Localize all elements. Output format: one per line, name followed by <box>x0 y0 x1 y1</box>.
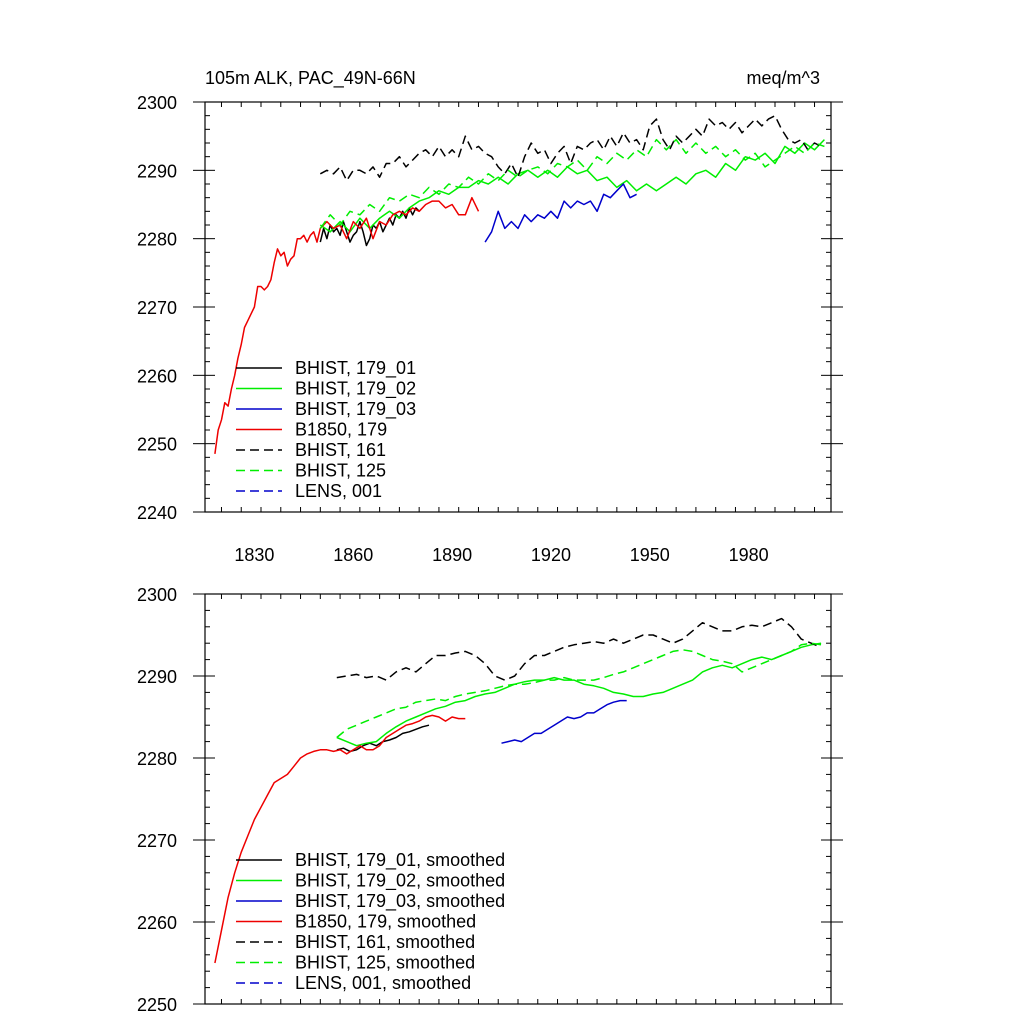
chart-title: 105m ALK, PAC_49N-66N <box>205 68 416 89</box>
legend-label: BHIST, 179_02 <box>295 379 416 400</box>
y-tick-label: 2300 <box>137 93 177 113</box>
legend-label: BHIST, 179_01 <box>295 358 416 379</box>
y-tick-label: 2260 <box>137 913 177 933</box>
y-tick-label: 2240 <box>137 503 177 523</box>
series-line <box>319 139 825 233</box>
legend-label: BHIST, 179_03 <box>295 399 416 420</box>
y-tick-label: 2270 <box>137 831 177 851</box>
y-tick-label: 2290 <box>137 161 177 181</box>
y-tick-label: 2250 <box>137 435 177 455</box>
y-tick-label: 2290 <box>137 667 177 687</box>
series-line <box>336 642 822 739</box>
series-line <box>501 699 627 744</box>
series-line <box>336 642 822 747</box>
series-line <box>319 138 825 229</box>
x-tick-label: 1920 <box>531 545 571 565</box>
units-label: meq/m^3 <box>747 68 820 88</box>
panel-top: 1830 1860 1890 1920 1950 1980 2240 2250 2260 2270… <box>137 93 843 565</box>
legend-label: LENS, 001, smoothed <box>295 973 471 993</box>
legend-label: BHIST, 179_02, smoothed <box>295 871 505 892</box>
legend-label: BHIST, 179_03, smoothed <box>295 891 505 912</box>
y-tick-label: 2250 <box>137 995 177 1015</box>
x-tick-label: 1980 <box>729 545 769 565</box>
legend-label: BHIST, 161, smoothed <box>295 932 475 952</box>
panel-bottom: 2250 2260 2270 2280 2290 2300 BHIST, 179_01, s… <box>137 585 843 1015</box>
y-tick-label: 2270 <box>137 298 177 318</box>
series-line <box>336 724 430 753</box>
series-line <box>319 207 420 247</box>
legend-label: BHIST, 179_01, smoothed <box>295 850 505 871</box>
legend-label: LENS, 001 <box>295 481 382 501</box>
series-line <box>214 196 480 455</box>
x-tick-label: 1860 <box>333 545 373 565</box>
legend-label: B1850, 179 <box>295 420 387 440</box>
legend-label: BHIST, 125 <box>295 461 386 481</box>
y-tick-label: 2280 <box>137 230 177 250</box>
y-tick-label: 2300 <box>137 585 177 605</box>
series-line <box>214 714 466 964</box>
series-line <box>319 114 822 182</box>
x-tick-label: 1830 <box>234 545 274 565</box>
y-tick-label: 2280 <box>137 749 177 769</box>
legend-label: BHIST, 161 <box>295 440 386 460</box>
series-line <box>484 183 637 243</box>
legend-label: B1850, 179, smoothed <box>295 912 476 932</box>
legend-label: BHIST, 125, smoothed <box>295 953 475 973</box>
x-tick-label: 1890 <box>432 545 472 565</box>
x-tick-label: 1950 <box>630 545 670 565</box>
y-tick-label: 2260 <box>137 366 177 386</box>
series-line <box>336 617 822 681</box>
